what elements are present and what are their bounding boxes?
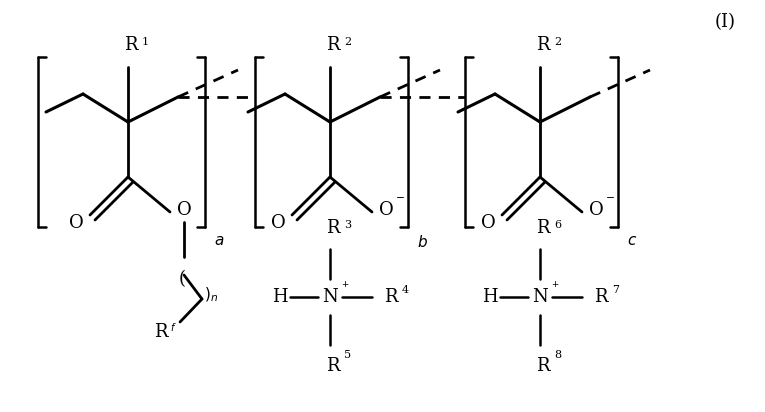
Text: 2: 2 (344, 37, 351, 47)
Text: $c$: $c$ (627, 234, 637, 248)
Text: 4: 4 (402, 285, 409, 295)
Text: R: R (326, 357, 340, 375)
Text: R: R (326, 219, 340, 237)
Text: R: R (536, 36, 549, 54)
Text: O: O (480, 214, 496, 232)
Text: H: H (482, 288, 498, 306)
Text: O: O (271, 214, 285, 232)
Text: $a$: $a$ (214, 234, 224, 248)
Text: O: O (379, 201, 393, 219)
Text: 6: 6 (554, 220, 561, 230)
Text: R: R (124, 36, 138, 54)
Text: $_f$: $_f$ (170, 320, 177, 334)
Text: $^{+}$: $^{+}$ (341, 281, 350, 293)
Text: 2: 2 (554, 37, 561, 47)
Text: 8: 8 (554, 350, 561, 360)
Text: R: R (326, 36, 340, 54)
Text: (: ( (178, 270, 185, 288)
Text: (I): (I) (715, 13, 735, 31)
Text: O: O (588, 201, 604, 219)
Text: R: R (536, 357, 549, 375)
Text: R: R (536, 219, 549, 237)
Text: R: R (154, 323, 168, 341)
Text: N: N (322, 288, 338, 306)
Text: R: R (384, 288, 398, 306)
Text: $^{+}$: $^{+}$ (551, 281, 559, 293)
Text: R: R (594, 288, 607, 306)
Text: $^{-}$: $^{-}$ (395, 195, 405, 209)
Text: $)_n$: $)_n$ (204, 286, 218, 304)
Text: O: O (177, 201, 191, 219)
Text: N: N (532, 288, 548, 306)
Text: 1: 1 (142, 37, 149, 47)
Text: H: H (272, 288, 288, 306)
Text: 5: 5 (344, 350, 351, 360)
Text: 3: 3 (344, 220, 351, 230)
Text: 7: 7 (612, 285, 619, 295)
Text: O: O (69, 214, 83, 232)
Text: $^{-}$: $^{-}$ (605, 195, 615, 209)
Text: $b$: $b$ (417, 234, 428, 250)
